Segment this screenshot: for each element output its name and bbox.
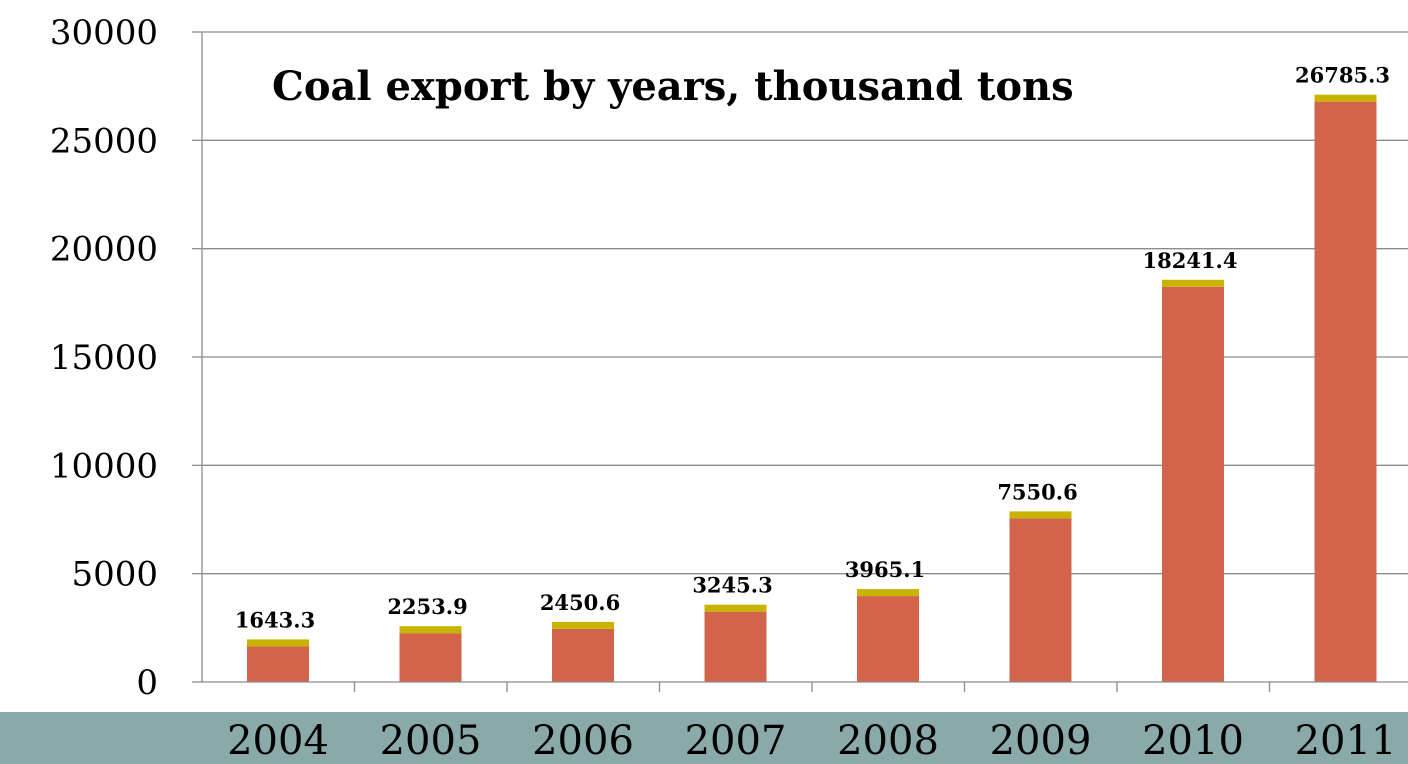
bar-cap-2007	[704, 604, 767, 612]
data-label-2010: 18241.4	[1143, 248, 1238, 273]
bar-cap-2004	[247, 639, 309, 647]
y-tick-label: 15000	[50, 338, 158, 378]
bar-cap-2006	[552, 621, 614, 629]
y-tick-label: 10000	[50, 446, 158, 486]
y-tick-label: 20000	[50, 230, 158, 270]
data-label-2011: 26785.3	[1295, 63, 1390, 88]
bar-2004	[247, 646, 309, 682]
y-tick-label: 5000	[71, 555, 158, 595]
data-label-2005: 2253.9	[387, 594, 467, 619]
chart-title: Coal export by years, thousand tons	[272, 63, 1074, 110]
x-tick-label-2008: 2008	[837, 718, 939, 764]
x-tick-label-2010: 2010	[1142, 718, 1244, 764]
x-tick-label-2011: 2011	[1295, 718, 1397, 764]
y-axis-ticks: 0 5000 10000 15000 20000 25000 30000	[50, 13, 158, 703]
bar-2007	[704, 611, 767, 682]
bar-cap-2011	[1314, 94, 1377, 102]
y-tick-label: 30000	[50, 13, 158, 53]
bar-2008	[857, 596, 919, 682]
bar-2010	[1162, 286, 1224, 682]
x-tick-label-2004: 2004	[227, 718, 329, 764]
data-labels: 1643.3 2253.9 2450.6 3245.3 3965.1 7550.6 1824…	[235, 63, 1390, 633]
bars	[247, 94, 1377, 682]
x-tick-label-2005: 2005	[380, 718, 482, 764]
x-tick-label-2006: 2006	[532, 718, 634, 764]
x-tick-label-2009: 2009	[990, 718, 1092, 764]
bar-2009	[1009, 518, 1072, 682]
data-label-2004: 1643.3	[235, 607, 315, 632]
x-axis-ticks: 2004 2005 2006 2007 2008 2009 2010 2011	[227, 718, 1396, 764]
y-tick-label: 0	[136, 663, 158, 703]
bar-2005	[399, 633, 462, 682]
bar-cap-2009	[1009, 511, 1072, 519]
axes	[192, 31, 1408, 692]
x-tick-label-2007: 2007	[685, 718, 787, 764]
data-label-2006: 2450.6	[540, 590, 620, 615]
bar-2006	[552, 628, 614, 682]
data-label-2008: 3965.1	[845, 557, 925, 582]
bar-cap-2010	[1162, 279, 1224, 287]
data-label-2007: 3245.3	[692, 573, 772, 598]
bar-cap-2005	[399, 626, 462, 634]
y-tick-label: 25000	[50, 121, 158, 161]
data-label-2009: 7550.6	[997, 479, 1077, 504]
bar-2011	[1314, 101, 1377, 682]
gridlines	[202, 31, 1408, 575]
bar-cap-2008	[857, 589, 919, 597]
bottom-band	[0, 712, 1408, 764]
